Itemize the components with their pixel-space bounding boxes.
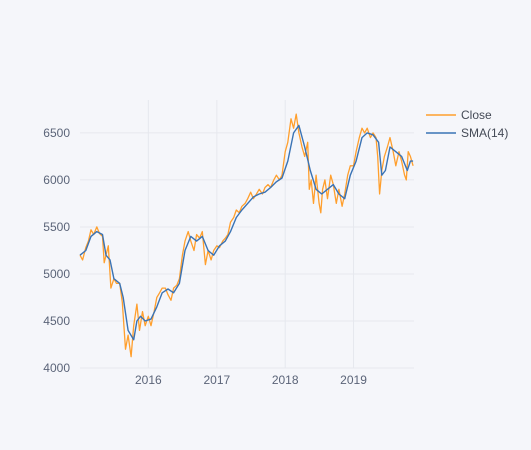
y-tick-label: 6500 <box>43 126 70 140</box>
x-tick-label: 2018 <box>272 373 299 387</box>
y-tick-label: 4000 <box>43 361 70 375</box>
legend-label: Close <box>461 108 492 122</box>
y-tick-label: 6000 <box>43 173 70 187</box>
series-layer <box>79 113 414 358</box>
y-tick-label: 5000 <box>43 267 70 281</box>
y-tick-label: 4500 <box>43 314 70 328</box>
series-line-close <box>79 113 414 358</box>
axis-labels: 4000 4500 5000 5500 6000 6500 2016 2017 2018 2019 <box>43 126 367 387</box>
legend[interactable]: Close SMA(14) <box>426 108 508 140</box>
legend-label: SMA(14) <box>461 126 508 140</box>
y-tick-label: 5500 <box>43 220 70 234</box>
x-tick-label: 2016 <box>135 373 162 387</box>
x-tick-label: 2017 <box>204 373 231 387</box>
x-tick-label: 2019 <box>340 373 367 387</box>
grid <box>80 100 414 369</box>
series-line-sma <box>79 124 414 341</box>
legend-item[interactable]: SMA(14) <box>426 126 508 140</box>
legend-item[interactable]: Close <box>426 108 492 122</box>
